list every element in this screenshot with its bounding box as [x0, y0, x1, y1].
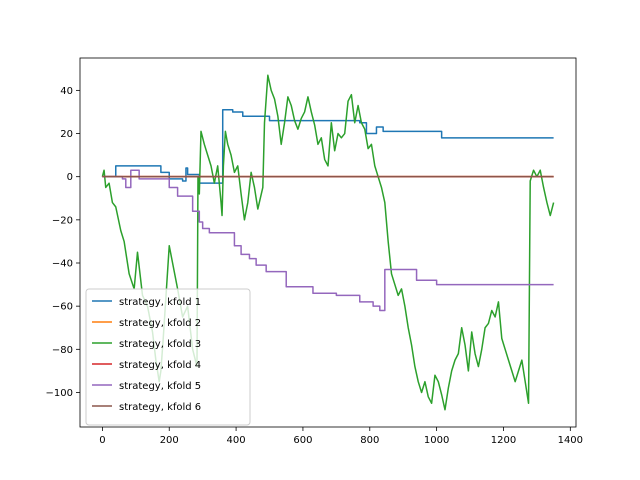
x-tick-label: 0: [99, 435, 105, 446]
legend-label-kfold-5: strategy, kfold 5: [119, 381, 201, 392]
y-tick-label: 20: [60, 129, 73, 140]
y-tick-label: −80: [52, 345, 73, 356]
y-tick-label: 40: [60, 86, 73, 97]
legend-label-kfold-6: strategy, kfold 6: [119, 402, 201, 413]
y-tick-label: −20: [52, 215, 73, 226]
x-tick-label: 1000: [424, 435, 449, 446]
legend-box: [85, 288, 251, 426]
series-line-kfold-5: [102, 169, 554, 312]
series-line-kfold-1: [102, 109, 554, 184]
x-tick-label: 1200: [491, 435, 516, 446]
series-layer: [101, 74, 555, 411]
legend-label-kfold-1: strategy, kfold 1: [119, 297, 201, 308]
y-tick-label: 0: [67, 172, 73, 183]
x-tick-label: 1400: [558, 435, 583, 446]
x-tick-label: 200: [160, 435, 179, 446]
y-tick-label: −100: [46, 388, 73, 399]
legend-label-kfold-2: strategy, kfold 2: [119, 318, 201, 329]
x-tick-label: 400: [227, 435, 246, 446]
legend: strategy, kfold 1 strategy, kfold 2 strate…: [85, 288, 251, 426]
x-axis-ticks: 0 200 400 600 800 1000 1200 1400: [99, 427, 583, 446]
y-tick-label: −60: [52, 302, 73, 313]
y-axis-ticks: −100 −80 −60 −40 −20 0 20 40: [46, 86, 80, 399]
legend-label-kfold-3: strategy, kfold 3: [119, 339, 201, 350]
legend-label-kfold-4: strategy, kfold 4: [119, 360, 201, 371]
y-tick-label: −40: [52, 259, 73, 270]
x-tick-label: 800: [360, 435, 379, 446]
x-tick-label: 600: [293, 435, 312, 446]
axes-frame: [79, 57, 577, 428]
